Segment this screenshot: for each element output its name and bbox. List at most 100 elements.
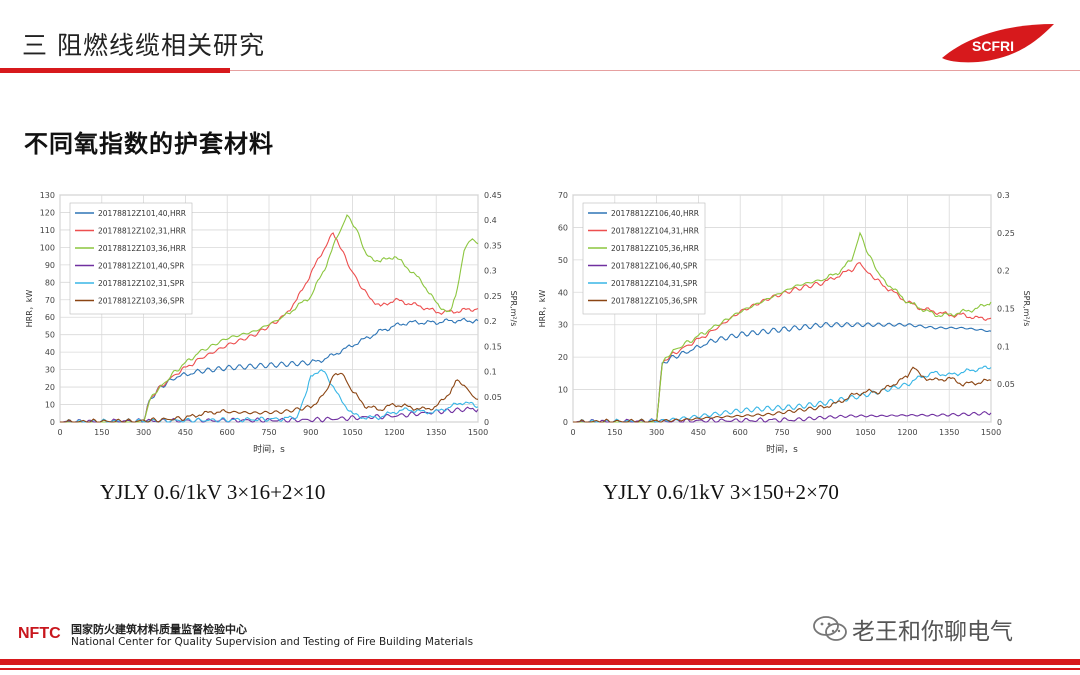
y-tick-label: 40 — [45, 348, 55, 357]
legend-entry: 20178812Z105,36,SPR — [611, 297, 697, 306]
x-tick-label: 300 — [649, 428, 664, 437]
y-tick-label: 0 — [50, 418, 55, 427]
y-tick-label: 30 — [558, 321, 568, 330]
x-tick-label: 450 — [178, 428, 193, 437]
x-axis-label: 时间，s — [766, 443, 798, 455]
x-tick-label: 0 — [57, 428, 62, 437]
y2-tick-label: 0.05 — [484, 393, 502, 402]
y-axis-label: HRR，kW — [538, 290, 547, 328]
legend-entry: 20178812Z105,36,HRR — [611, 244, 699, 253]
y2-tick-label: 0.25 — [997, 229, 1015, 238]
y-tick-label: 90 — [45, 261, 55, 270]
x-tick-label: 0 — [570, 428, 575, 437]
y2-tick-label: 0.3 — [484, 267, 497, 276]
legend-entry: 20178812Z106,40,HRR — [611, 209, 699, 218]
chart-caption-2: YJLY 0.6/1kV 3×150+2×70 — [603, 480, 839, 504]
section-subtitle: 不同氧指数的护套材料 — [24, 130, 274, 158]
y-axis-label: HRR，kW — [25, 290, 34, 328]
x-tick-label: 1350 — [939, 428, 959, 437]
x-tick-label: 150 — [94, 428, 109, 437]
y2-axis-label: SPR,m²/s — [1022, 291, 1031, 327]
y2-tick-label: 0.15 — [997, 305, 1015, 314]
y-tick-label: 0 — [563, 418, 568, 427]
x-tick-label: 600 — [733, 428, 748, 437]
wechat-icon — [813, 616, 847, 641]
legend-entry: 20178812Z106,40,SPR — [611, 262, 697, 271]
legend-entry: 20178812Z104,31,HRR — [611, 227, 699, 236]
series-line-3 — [573, 231, 992, 423]
y-tick-label: 20 — [558, 353, 568, 362]
y-tick-label: 20 — [45, 383, 55, 392]
x-tick-label: 1500 — [981, 428, 1001, 437]
y-tick-label: 50 — [45, 331, 55, 340]
y2-tick-label: 0 — [484, 418, 489, 427]
legend-entry: 20178812Z102,31,HRR — [98, 227, 186, 236]
y2-tick-label: 0.45 — [484, 191, 502, 200]
y2-tick-label: 0.3 — [997, 191, 1010, 200]
x-tick-label: 1350 — [426, 428, 446, 437]
y2-tick-label: 0.1 — [997, 342, 1010, 351]
legend-entry: 20178812Z102,31,SPR — [98, 279, 184, 288]
y2-tick-label: 0.15 — [484, 342, 502, 351]
logo-text: SCFRI — [972, 38, 1014, 54]
y-tick-label: 60 — [558, 223, 568, 232]
x-tick-label: 1050 — [855, 428, 875, 437]
footer-bar-thin — [0, 668, 1080, 670]
watermark-text: 老王和你聊电气 — [852, 619, 1013, 645]
header-divider — [230, 70, 1080, 71]
y2-tick-label: 0 — [997, 418, 1002, 427]
legend-entry: 20178812Z103,36,HRR — [98, 244, 186, 253]
x-tick-label: 1200 — [897, 428, 917, 437]
y2-axis-label: SPR,m²/s — [509, 291, 518, 327]
legend-box — [582, 202, 706, 315]
series-line-4 — [60, 406, 479, 423]
legend-entry: 20178812Z101,40,HRR — [98, 209, 186, 218]
legend-entry: 20178812Z101,40,SPR — [98, 262, 184, 271]
series-line-3 — [60, 214, 479, 423]
x-tick-label: 750 — [774, 428, 789, 437]
y2-tick-label: 0.1 — [484, 368, 497, 377]
chart-caption-1: YJLY 0.6/1kV 3×16+2×10 — [100, 480, 326, 504]
legend-box — [69, 202, 193, 315]
x-tick-label: 1500 — [468, 428, 488, 437]
y-tick-label: 80 — [45, 278, 55, 287]
y2-tick-label: 0.35 — [484, 241, 502, 250]
y-tick-label: 10 — [45, 401, 55, 410]
y-tick-label: 110 — [40, 226, 55, 235]
chart-hrr-spr-150: 0 10 20 30 40 50 60 70 0 150 300 450 600 750 900 1050 12… — [538, 191, 1031, 455]
y-tick-label: 30 — [45, 366, 55, 375]
y-tick-label: 70 — [558, 191, 568, 200]
y2-tick-label: 0.2 — [484, 317, 497, 326]
y-tick-label: 10 — [558, 386, 568, 395]
footer-bar — [0, 659, 1080, 665]
x-tick-label: 1050 — [342, 428, 362, 437]
x-tick-label: 600 — [220, 428, 235, 437]
x-tick-label: 450 — [691, 428, 706, 437]
page-title: 三 阻燃线缆相关研究 — [22, 31, 265, 60]
header-accent-bar — [0, 68, 230, 73]
y-tick-label: 100 — [40, 243, 55, 252]
scfri-logo: SCFRI — [942, 24, 1054, 63]
y-tick-label: 40 — [558, 288, 568, 297]
x-tick-label: 900 — [816, 428, 831, 437]
y2-tick-label: 0.25 — [484, 292, 502, 301]
legend-entry: 20178812Z103,36,SPR — [98, 297, 184, 306]
y-tick-label: 120 — [40, 208, 55, 217]
x-tick-label: 750 — [261, 428, 276, 437]
y-tick-label: 130 — [40, 191, 55, 200]
series-line-4 — [573, 410, 992, 423]
series-line-6 — [60, 372, 479, 423]
chart-hrr-spr-16: 0 10 20 30 40 50 60 70 80 90 100 110 120 130 0 150 300 45… — [25, 191, 518, 455]
y-tick-label: 60 — [45, 313, 55, 322]
legend-entry: 20178812Z104,31,SPR — [611, 279, 697, 288]
series-line-6 — [573, 366, 992, 423]
y-tick-label: 50 — [558, 256, 568, 265]
y2-tick-label: 0.2 — [997, 267, 1010, 276]
x-tick-label: 300 — [136, 428, 151, 437]
x-tick-label: 900 — [303, 428, 318, 437]
y2-tick-label: 0.4 — [484, 216, 497, 225]
x-tick-label: 1200 — [384, 428, 404, 437]
x-tick-label: 150 — [607, 428, 622, 437]
x-axis-label: 时间，s — [253, 443, 285, 455]
y-tick-label: 70 — [45, 296, 55, 305]
